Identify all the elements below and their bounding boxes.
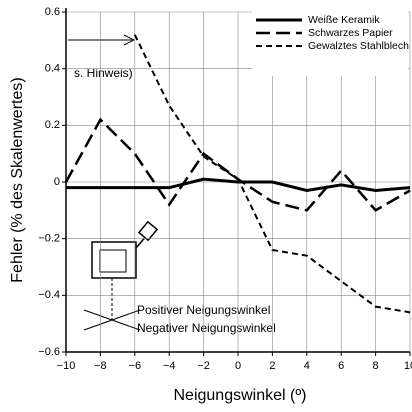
y-tick-label: −0.4 — [38, 289, 60, 301]
y-axis-title: Fehler (% des Skalenwertes) — [9, 77, 26, 282]
legend-label: Gewalztes Stahlblech — [308, 40, 409, 52]
annotation: s. Hinweis) — [74, 66, 133, 80]
arrow — [68, 34, 136, 46]
sensor-icon — [83, 220, 159, 331]
line-series — [66, 177, 411, 193]
x-tick-label: −2 — [197, 360, 210, 372]
x-tick-label: −4 — [163, 360, 176, 372]
x-tick-label: 0 — [235, 360, 241, 372]
y-tick-label: 0 — [54, 176, 60, 188]
y-tick-label: −0.2 — [38, 233, 60, 245]
x-tick-label: −8 — [94, 360, 107, 372]
x-tick-label: 6 — [338, 360, 344, 372]
y-tick-label: 0.4 — [45, 63, 60, 75]
line-series — [133, 34, 411, 314]
x-tick-label: 4 — [304, 360, 310, 372]
y-tick-label: 0.6 — [45, 6, 60, 18]
x-tick-label: 10 — [404, 360, 412, 372]
y-tick-label: 0.2 — [45, 119, 60, 131]
x-tick-label: 8 — [373, 360, 379, 372]
legend-label: Schwarzes Papier — [308, 27, 393, 39]
legend-label: Weiße Keramik — [308, 14, 380, 26]
x-tick-label: −6 — [129, 360, 142, 372]
x-axis-title: Neigungswinkel (º) — [173, 387, 306, 404]
y-tick-label: −0.6 — [38, 346, 60, 358]
annotation: Negativer Neigungswinkel — [137, 321, 276, 335]
x-tick-label: 2 — [269, 360, 275, 372]
x-tick-label: −10 — [57, 360, 76, 372]
